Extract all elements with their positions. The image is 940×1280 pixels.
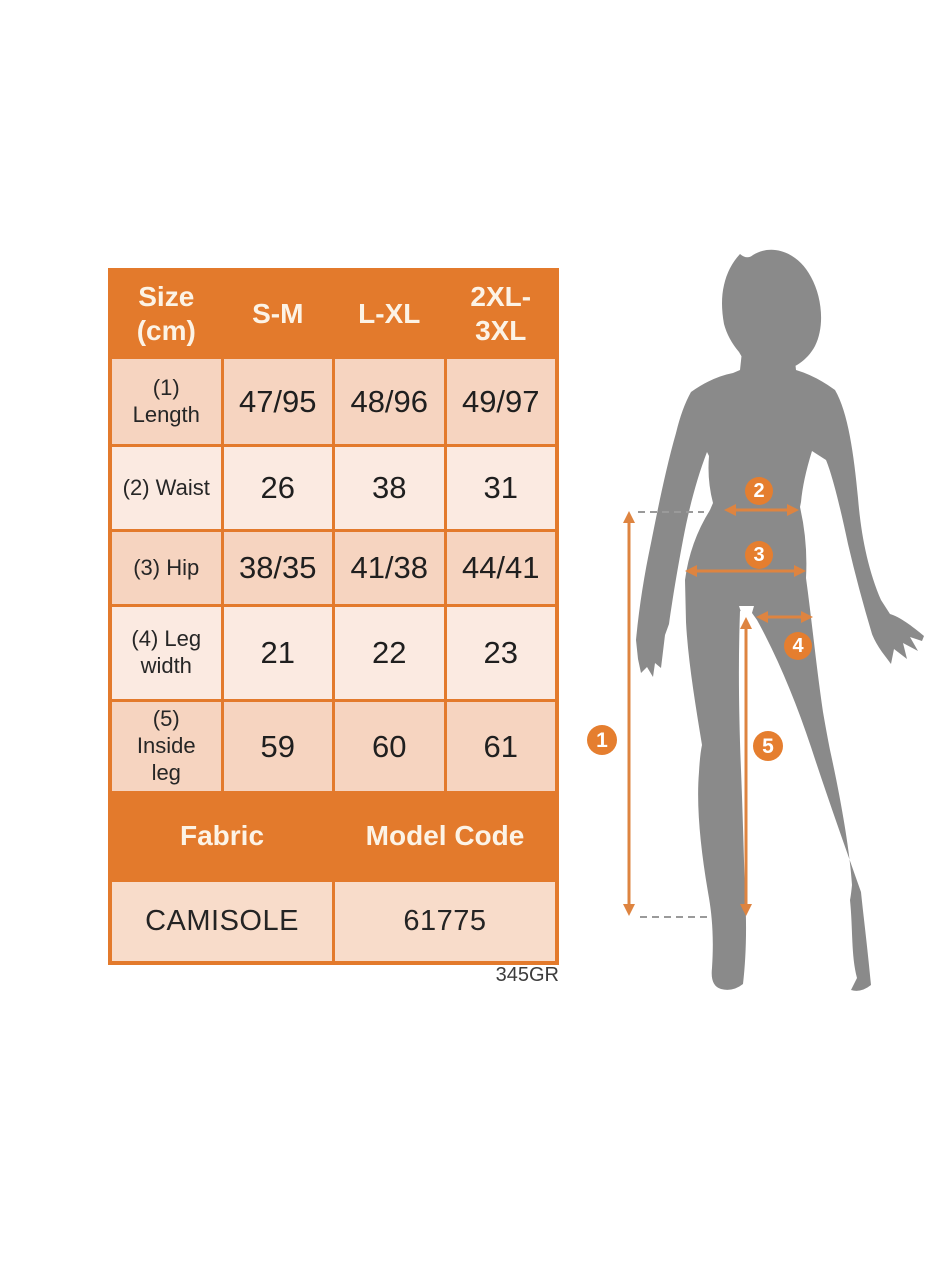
silhouette-head	[722, 249, 822, 371]
footer-header-fabric: Fabric	[112, 794, 332, 879]
footer-header-model-code: Model Code	[335, 794, 555, 879]
leg-width-s-m: 21	[223, 607, 332, 699]
measurement-marker-2: 2	[745, 477, 773, 505]
inside-leg-l-xl: 60	[335, 702, 444, 791]
measurement-marker-3: 3	[745, 541, 773, 569]
silhouette-body	[636, 342, 924, 991]
header-2xl-3xl: 2XL- 3XL	[446, 272, 555, 356]
weight-note: 345GR	[495, 964, 559, 986]
waist-2xl-3xl: 31	[446, 447, 555, 529]
model-code-value: 61775	[335, 882, 555, 961]
header-size-cm: Size (cm)	[112, 272, 221, 356]
leg-width-arrow	[756, 611, 813, 623]
leg-width-l-xl: 22	[335, 607, 444, 699]
inside-leg-2xl-3xl: 61	[446, 702, 555, 791]
leg-width-2xl-3xl: 23	[446, 607, 555, 699]
length-l-xl: 48/96	[335, 359, 444, 444]
length-arrow	[623, 511, 635, 916]
waist-arrow	[724, 504, 799, 516]
hip-2xl-3xl: 44/41	[446, 532, 555, 604]
body-silhouette	[623, 249, 924, 991]
measurement-marker-4: 4	[784, 632, 812, 660]
waist-s-m: 26	[223, 447, 332, 529]
measurement-marker-5: 5	[753, 731, 783, 761]
hip-l-xl: 41/38	[335, 532, 444, 604]
header-l-xl: L-XL	[335, 272, 444, 356]
inside-leg-s-m: 59	[223, 702, 332, 791]
fabric-value: CAMISOLE	[112, 882, 332, 961]
row-label-length: (1) Length	[112, 359, 221, 444]
size-table: Size (cm) S-M L-XL 2XL- 3XL (1) Length 4…	[108, 268, 559, 965]
inside-leg-arrow	[740, 617, 752, 916]
waist-l-xl: 38	[335, 447, 444, 529]
row-label-waist: (2) Waist	[112, 447, 221, 529]
row-label-inside-leg: (5) Inside leg	[112, 702, 221, 791]
body-measurement-diagram: 1 2 3 4 5	[587, 240, 940, 1000]
length-s-m: 47/95	[223, 359, 332, 444]
row-label-leg-width: (4) Leg width	[112, 607, 221, 699]
hip-arrow	[685, 565, 806, 577]
row-label-hip: (3) Hip	[112, 532, 221, 604]
measurement-marker-1: 1	[587, 725, 617, 755]
length-2xl-3xl: 49/97	[446, 359, 555, 444]
header-s-m: S-M	[223, 272, 332, 356]
hip-s-m: 38/35	[223, 532, 332, 604]
